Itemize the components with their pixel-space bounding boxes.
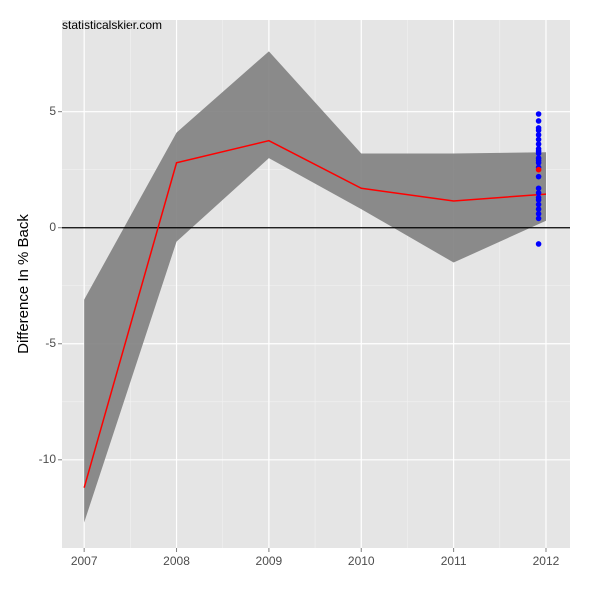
confidence-band: [84, 51, 546, 523]
data-point: [535, 215, 542, 222]
y-axis-label: Difference In % Back: [15, 214, 32, 354]
data-point: [535, 127, 542, 134]
data-point: [535, 190, 542, 196]
data-point: [535, 201, 542, 208]
data-point: [535, 136, 542, 143]
data-point: [535, 159, 542, 166]
data-point: [535, 141, 542, 147]
data-point: [535, 210, 542, 217]
data-point: [535, 241, 542, 247]
y-tick-label: 0: [49, 220, 56, 234]
data-point: [535, 150, 542, 157]
y-tick-label: -5: [45, 336, 56, 350]
line-series: [83, 139, 547, 488]
chart-title: statisticalskier.com: [62, 18, 162, 32]
data-point: [535, 197, 542, 203]
x-tick-label: 2011: [441, 554, 467, 568]
data-point: [535, 173, 542, 180]
x-tick-label: 2007: [71, 554, 98, 568]
y-tick-label: -10: [39, 452, 57, 466]
data-point: [535, 206, 542, 212]
x-tick-label: 2012: [533, 554, 560, 568]
x-tick-label: 2010: [348, 554, 375, 568]
x-tick-label: 2009: [256, 554, 283, 568]
data-point: [535, 166, 542, 173]
data-point: [535, 111, 542, 117]
data-point: [535, 185, 542, 192]
data-point: [535, 118, 542, 124]
x-tick-label: 2008: [163, 554, 190, 568]
data-point: [535, 132, 542, 138]
y-tick-label: 5: [49, 104, 56, 118]
